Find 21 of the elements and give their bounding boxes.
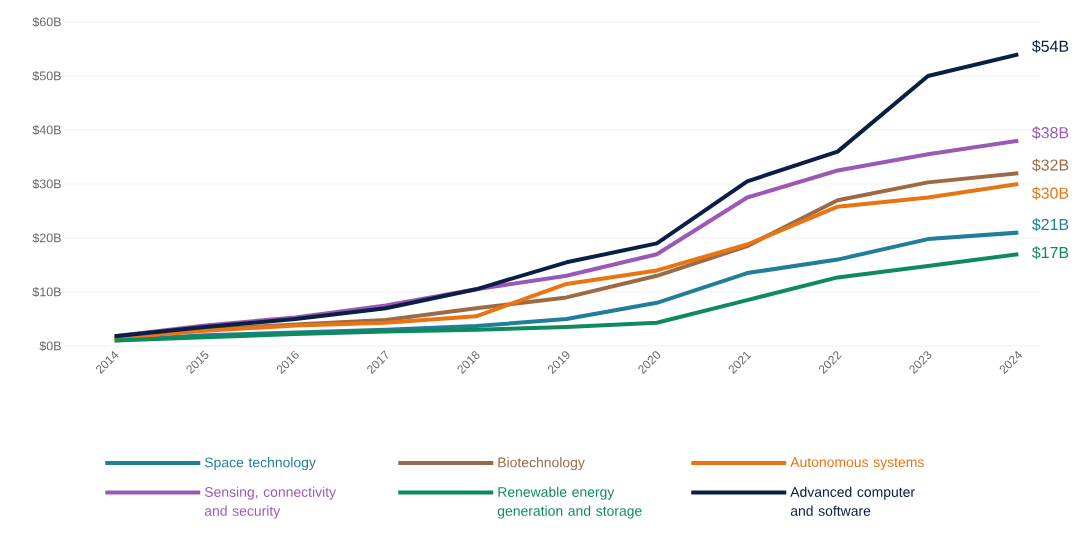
text: Space technology	[204, 457, 316, 471]
text: Renewable energy generation and storage	[497, 486, 642, 519]
data-label: $21B	[1032, 218, 1069, 232]
data-label: $32B	[1032, 158, 1069, 172]
y-tick-label: $10B	[32, 286, 61, 298]
text: Advanced computer and software	[790, 486, 915, 516]
y-tick-label: $40B	[32, 124, 61, 136]
data-label: $54B	[1032, 39, 1069, 53]
y-tick-label: $60B	[32, 16, 61, 28]
y-tick-label: $50B	[32, 70, 61, 82]
text: Sensing, connectivity and security	[204, 486, 337, 519]
line-series	[112, 52, 1021, 339]
data-label: $30B	[1032, 186, 1069, 200]
y-tick-label: $30B	[32, 178, 61, 190]
line-series	[112, 252, 1021, 343]
data-label: $38B	[1032, 126, 1069, 140]
text: Autonomous systems	[790, 457, 924, 470]
y-tick-label: $0B	[39, 340, 61, 352]
text: Biotechnology	[498, 457, 585, 471]
y-tick-label: $20B	[32, 232, 61, 244]
data-label: $17B	[1032, 246, 1069, 260]
